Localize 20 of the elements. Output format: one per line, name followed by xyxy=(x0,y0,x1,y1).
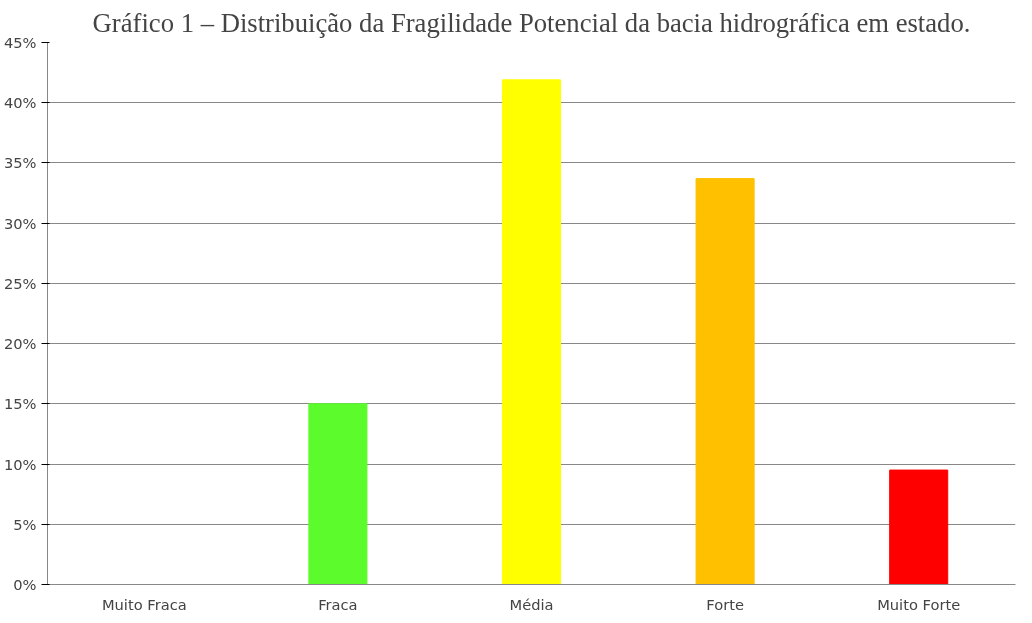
x-tick-label: Fraca xyxy=(318,595,358,613)
y-tick-label: 25% xyxy=(3,274,37,292)
y-tick-label: 10% xyxy=(3,455,37,473)
bar xyxy=(308,403,368,585)
y-tick-label: 20% xyxy=(3,335,37,353)
y-tick-label: 0% xyxy=(13,576,37,593)
y-tick-label: 35% xyxy=(3,154,37,172)
y-tick-label: 30% xyxy=(3,214,37,232)
x-tick-label: Muito Forte xyxy=(877,595,961,613)
y-tick-label: 45% xyxy=(3,34,37,51)
y-tick-label: 15% xyxy=(3,395,37,413)
bar xyxy=(889,469,949,585)
bar xyxy=(501,79,562,585)
bar xyxy=(695,178,755,585)
x-tick-label: Muito Fraca xyxy=(101,595,187,613)
y-tick-label: 40% xyxy=(3,94,37,112)
x-tick-label: Média xyxy=(509,595,554,613)
chart-title: Gráfico 1 – Distribuição da Fragilidade Potencial da bacia hidrográfica em estado. xyxy=(92,7,971,38)
y-tick-label: 5% xyxy=(13,515,37,533)
x-tick-label: Forte xyxy=(706,595,744,613)
